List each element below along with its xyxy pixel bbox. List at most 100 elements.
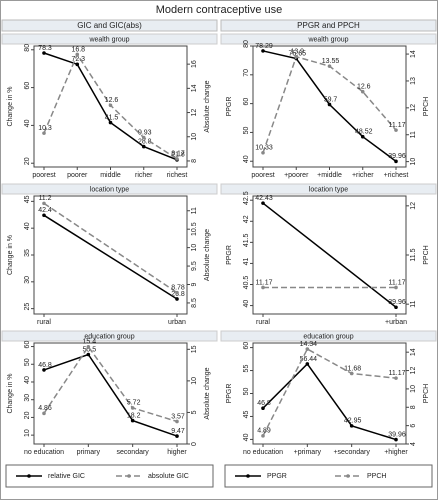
y2-tick-label: 12 (410, 202, 417, 210)
x-tick-label: poorer (67, 172, 88, 179)
value-label: 11.17 (256, 279, 273, 286)
value-label: 11.17 (389, 370, 406, 377)
value-label: 55.5 (83, 346, 97, 353)
panel-subtitle: wealth group (307, 36, 348, 43)
x-tick-label: +higher (384, 449, 408, 456)
subtitle-bg (1, 33, 218, 45)
y2-tick-label: 0 (191, 442, 198, 446)
value-label: 11.2 (38, 195, 51, 202)
y-tick-label: 40.5 (243, 276, 250, 290)
panel-subtitle: wealth group (88, 36, 129, 43)
figure-title: Modern contraceptive use (156, 4, 283, 16)
point (294, 54, 299, 59)
point (108, 103, 113, 108)
y-tick-label: 50 (24, 358, 31, 366)
y-tick-label: 60 (24, 82, 31, 90)
y2-axis-title: Absolute change (204, 229, 211, 281)
point (360, 89, 365, 94)
x-tick-label: +secondary (333, 449, 370, 456)
value-label: 15.4 (83, 339, 97, 346)
value-label: 21.8 (171, 152, 185, 159)
subtitle-bg (220, 33, 437, 45)
y-tick-label: 60 (243, 342, 250, 350)
y2-tick-label: 10 (410, 158, 417, 166)
value-label: 42.43 (255, 195, 273, 202)
y-tick-label: 40 (24, 222, 31, 230)
legend-marker (246, 474, 250, 478)
series-line (43, 214, 178, 300)
point (42, 51, 46, 55)
y2-axis-title: PPCH (423, 384, 430, 403)
point (175, 157, 179, 161)
point (42, 213, 46, 218)
y2-tick-label: 12 (410, 367, 417, 375)
value-label: 46.8 (257, 400, 271, 407)
x-tick-label: richer (135, 172, 153, 179)
y2-tick-label: 14 (410, 50, 417, 58)
value-label: 10.33 (255, 145, 273, 152)
point (394, 159, 398, 164)
value-label: 5.72 (127, 400, 141, 407)
legend-marker (127, 474, 131, 478)
panel-subtitle: education group (84, 333, 134, 340)
x-tick-label: higher (167, 449, 187, 456)
point (42, 411, 46, 416)
point (394, 376, 398, 380)
y2-axis-title: PPCH (423, 97, 430, 116)
value-label: 4.86 (38, 405, 52, 412)
y2-tick-label: 4 (410, 442, 417, 446)
x-tick-label: +primary (294, 449, 322, 456)
value-label: 13.55 (322, 58, 340, 65)
y2-axis-title: Absolute change (204, 367, 211, 419)
y2-tick-label: 5 (191, 410, 198, 414)
value-label: 8.78 (171, 284, 185, 291)
y-tick-label: 80 (243, 40, 250, 48)
y-tick-label: 45 (24, 195, 31, 203)
x-tick-label: primary (77, 449, 101, 456)
legend-label: relative GIC (48, 473, 85, 480)
y2-tick-label: 8 (410, 405, 417, 409)
y2-tick-label: 16 (191, 60, 198, 68)
value-label: 75.65 (288, 50, 306, 57)
y-axis-title: PPGR (226, 384, 233, 404)
point (261, 285, 265, 290)
legend-label: absolute GIC (148, 473, 189, 480)
value-label: 3.57 (171, 413, 185, 420)
point (141, 144, 146, 149)
x-tick-label: +richer (352, 172, 374, 179)
y-tick-label: 41.5 (243, 233, 250, 247)
value-label: 4.89 (257, 428, 271, 435)
point (108, 120, 113, 125)
value-label: 39.96 (388, 431, 406, 438)
value-label: 72.3 (71, 56, 85, 63)
value-label: 42.4 (38, 207, 52, 214)
y-tick-label: 20 (24, 157, 31, 165)
value-label: 14.34 (300, 341, 318, 348)
y2-tick-label: 11 (191, 207, 198, 214)
y-tick-label: 40 (24, 376, 31, 384)
point (261, 434, 265, 438)
value-label: 78.29 (255, 43, 273, 50)
value-label: 48.52 (355, 129, 373, 136)
y2-tick-label: 10.5 (191, 222, 198, 236)
y2-axis-title: PPCH (423, 245, 430, 264)
y-tick-label: 40 (243, 433, 250, 441)
y2-tick-label: 8 (191, 159, 198, 163)
x-tick-label: poorest (251, 172, 274, 179)
y-tick-label: 42.5 (243, 191, 250, 205)
series-line (43, 353, 178, 437)
subtitle-bg (220, 183, 437, 195)
value-label: 10.3 (38, 125, 52, 132)
value-label: 13.9 (290, 49, 304, 56)
value-label: 12.6 (105, 97, 119, 104)
value-label: 8.17 (171, 151, 185, 158)
point (261, 49, 265, 53)
point (394, 128, 398, 132)
y-tick-label: 40 (243, 300, 250, 308)
point (175, 434, 179, 438)
y2-tick-label: 10 (191, 133, 198, 141)
y-tick-label: 60 (243, 98, 250, 106)
series-line (262, 348, 397, 437)
point (42, 131, 46, 135)
